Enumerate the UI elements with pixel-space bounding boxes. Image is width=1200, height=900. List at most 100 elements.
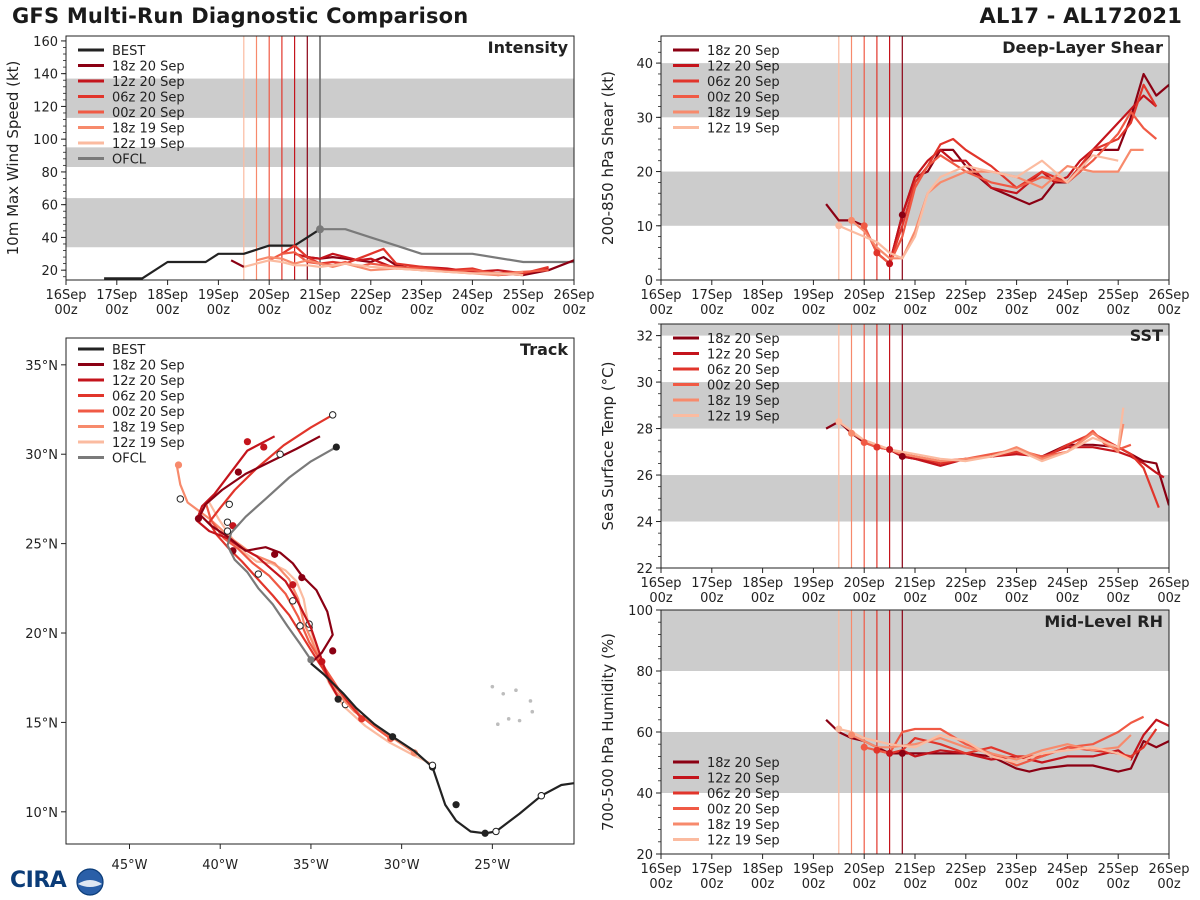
track-ytick-label: 10°N: [25, 806, 58, 821]
shear-xtick-label: 20Sep: [844, 288, 885, 303]
rh-init-marker: [860, 743, 868, 751]
sst-init-marker: [860, 439, 868, 447]
shear-xtick-label: 00z: [802, 303, 826, 318]
track-point-open: [276, 450, 284, 458]
rh-ytick-label: 100: [628, 604, 653, 619]
shear-xtick-label: 00z: [700, 303, 724, 318]
intensity-ylabel: 10m Max Wind Speed (kt): [4, 61, 22, 256]
intensity-xtick-label: 20Sep: [249, 288, 290, 303]
rh-xtick-label: 20Sep: [844, 862, 885, 877]
track-line: [310, 662, 574, 835]
sst-xtick-label: 00z: [954, 591, 978, 606]
intensity-ytick-label: 40: [41, 231, 58, 246]
track-point: [329, 647, 337, 655]
track-xtick-label: 45°W: [112, 858, 148, 873]
track-point: [307, 656, 315, 664]
storm-id: AL17 - AL172021: [979, 4, 1182, 28]
rh-legend-label: 06z 20 Sep: [707, 787, 780, 802]
sst-legend-label: 00z 20 Sep: [707, 379, 780, 394]
track-line: [208, 413, 363, 720]
sst-init-marker: [835, 418, 843, 426]
island-speck: [496, 722, 500, 727]
rh-init-marker: [873, 746, 881, 754]
sst-xtick-label: 00z: [700, 591, 724, 606]
rh-xtick-label: 22Sep: [945, 862, 986, 877]
shear-series-line: [863, 110, 1158, 265]
track-legend-label: OFCL: [112, 452, 147, 467]
track-xtick-label: 30°W: [384, 858, 420, 873]
track-point: [388, 733, 397, 741]
rh-legend-label: 18z 20 Sep: [707, 756, 780, 771]
intensity-xtick-label: 21Sep: [299, 288, 340, 303]
sst-ytick-label: 24: [636, 516, 653, 531]
rh-ytick-label: 60: [636, 726, 653, 741]
rh-xtick-label: 00z: [649, 877, 673, 892]
track-point: [234, 468, 242, 476]
shear-init-marker: [860, 222, 868, 230]
island-speck: [490, 684, 495, 689]
panel-shear: 01020304016Sep00z17Sep00z18Sep00z19Sep00…: [599, 35, 1190, 318]
cira-logo-text: CIRA: [10, 868, 67, 893]
sst-band: [661, 475, 1169, 522]
rh-xtick-label: 21Sep: [894, 862, 935, 877]
panel-track: 45°W 40°W 35°W 30°W 25°W 10°N 15°N 20°N 25°N 30°N…: [25, 337, 575, 873]
island-speck: [517, 718, 522, 723]
intensity-xtick-label: 00z: [308, 303, 332, 318]
shear-init-marker: [835, 222, 843, 230]
track-point-open: [296, 622, 304, 630]
shear-legend-label: 18z 20 Sep: [707, 44, 780, 59]
intensity-ytick-label: 60: [41, 199, 58, 214]
shear-xtick-label: 00z: [1056, 303, 1080, 318]
shear-init-marker: [898, 211, 906, 219]
sst-ytick-label: 32: [636, 330, 653, 345]
track-point-open: [492, 827, 500, 836]
shear-xtick-label: 00z: [1005, 303, 1029, 318]
sst-ylabel: Sea Surface Temp (°C): [599, 361, 617, 530]
shear-legend-label: 06z 20 Sep: [707, 75, 780, 90]
track-frame: [65, 337, 575, 845]
intensity-series-line: [230, 259, 245, 268]
intensity-xtick-label: 00z: [105, 303, 129, 318]
track-legend-label: 12z 20 Sep: [112, 374, 185, 389]
track-ytick-label: 20°N: [25, 627, 58, 642]
track-title: Track: [520, 340, 568, 359]
rh-xtick-label: 00z: [903, 877, 927, 892]
intensity-xtick-label: 00z: [156, 303, 180, 318]
sst-ytick-label: 22: [636, 562, 653, 577]
rh-plot-area: [661, 610, 1169, 854]
figure-title: GFS Multi-Run Diagnostic Comparison: [12, 4, 469, 28]
track-legend-label: 06z 20 Sep: [112, 390, 185, 405]
intensity-xtick-label: 00z: [258, 303, 282, 318]
track-legend-label: 00z 20 Sep: [112, 405, 185, 420]
track-point-open: [254, 570, 263, 578]
shear-series-line: [888, 94, 1158, 264]
track-point: [358, 715, 366, 723]
intensity-xtick-label: 17Sep: [96, 288, 137, 303]
track-point-open: [289, 597, 297, 605]
rh-init-marker: [886, 749, 894, 757]
rh-xtick-label: 00z: [751, 877, 775, 892]
track-ytick-label: 15°N: [25, 716, 58, 731]
shear-plot-area: [661, 36, 1169, 280]
rh-xtick-label: 00z: [954, 877, 978, 892]
rh-xtick-label: 00z: [1005, 877, 1029, 892]
sst-xtick-label: 26Sep: [1148, 576, 1189, 591]
shear-xtick-label: 26Sep: [1148, 288, 1189, 303]
sst-xtick-label: 00z: [1107, 591, 1131, 606]
island-speck: [514, 688, 518, 693]
intensity-xtick-label: 00z: [54, 303, 78, 318]
panel-sst: 22242628303216Sep00z17Sep00z18Sep00z19Se…: [599, 323, 1190, 606]
track-line: [199, 435, 334, 665]
track-line: [204, 502, 394, 742]
rh-xtick-label: 26Sep: [1148, 862, 1189, 877]
track-point-open: [225, 500, 233, 508]
sst-legend-label: 18z 19 Sep: [707, 394, 780, 409]
intensity-xtick-label: 26Sep: [553, 288, 594, 303]
sst-xtick-label: 00z: [853, 591, 877, 606]
intensity-series-line: [294, 252, 549, 275]
intensity-ofcl-marker: [316, 225, 324, 234]
intensity-legend-label: 18z 19 Sep: [112, 122, 185, 137]
sst-xtick-label: 16Sep: [640, 576, 681, 591]
sst-band: [661, 324, 1169, 336]
